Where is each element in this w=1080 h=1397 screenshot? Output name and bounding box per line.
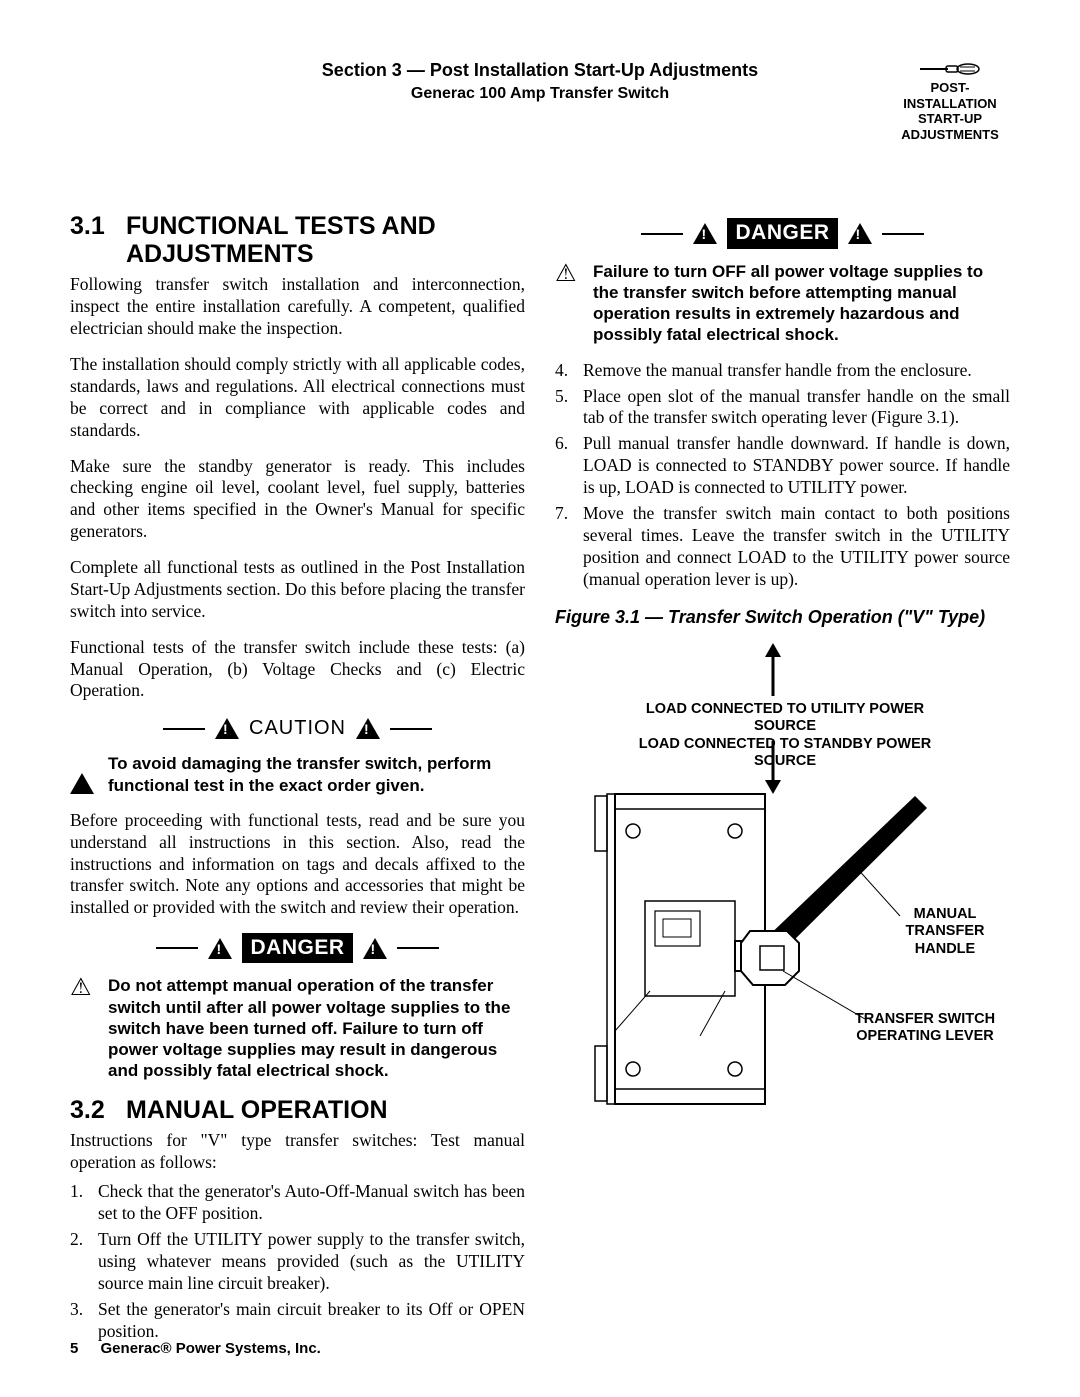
figure-label: LOAD CONNECTED TO UTILITY POWER SOURCE L… bbox=[625, 701, 945, 771]
step-item: Set the generator's main circuit breaker… bbox=[70, 1299, 525, 1343]
section-title: Section 3 — Post Installation Start-Up A… bbox=[190, 60, 890, 81]
warning-triangle-icon: ! bbox=[70, 753, 94, 794]
caution-callout: ! CAUTION ! bbox=[70, 716, 525, 741]
warning-triangle-icon: ! bbox=[215, 718, 239, 739]
danger-callout: ! DANGER ! bbox=[70, 933, 525, 963]
page-header: Section 3 — Post Installation Start-Up A… bbox=[70, 60, 1010, 142]
figure-3-1: LOAD CONNECTED TO UTILITY POWER SOURCE L… bbox=[555, 641, 1010, 1111]
warning-triangle-icon: ! bbox=[363, 938, 387, 959]
step-item: Place open slot of the manual transfer h… bbox=[555, 386, 1010, 430]
body-text: The installation should comply strictly … bbox=[70, 354, 525, 442]
screwdriver-icon bbox=[890, 60, 1010, 78]
body-text: Instructions for "V" type transfer switc… bbox=[70, 1130, 525, 1174]
step-list: Check that the generator's Auto-Off-Manu… bbox=[70, 1181, 525, 1342]
shock-hazard-icon: ⚠ bbox=[555, 262, 583, 346]
body-text: Make sure the standby generator is ready… bbox=[70, 456, 525, 544]
post-install-badge: POST- INSTALLATION START-UP ADJUSTMENTS bbox=[890, 60, 1010, 142]
body-text: Following transfer switch installation a… bbox=[70, 274, 525, 340]
step-item: Pull manual transfer handle downward. If… bbox=[555, 433, 1010, 499]
step-item: Check that the generator's Auto-Off-Manu… bbox=[70, 1181, 525, 1225]
content-columns: 3.1 FUNCTIONAL TESTS AND ADJUSTMENTS Fol… bbox=[70, 212, 1010, 1356]
step-item: Turn Off the UTILITY power supply to the… bbox=[70, 1229, 525, 1295]
caution-note: ! To avoid damaging the transfer switch,… bbox=[70, 753, 525, 796]
right-column: ! DANGER ! ⚠ Failure to turn OFF all pow… bbox=[555, 212, 1010, 1356]
body-text: Functional tests of the transfer switch … bbox=[70, 637, 525, 703]
danger-callout: ! DANGER ! bbox=[555, 218, 1010, 248]
page-number: 5 bbox=[70, 1340, 78, 1357]
company-name: Generac® Power Systems, Inc. bbox=[101, 1340, 321, 1357]
danger-note: ⚠ Do not attempt manual operation of the… bbox=[70, 975, 525, 1081]
left-column: 3.1 FUNCTIONAL TESTS AND ADJUSTMENTS Fol… bbox=[70, 212, 525, 1356]
section-3-2-heading: 3.2 MANUAL OPERATION bbox=[70, 1096, 525, 1124]
step-list: Remove the manual transfer handle from t… bbox=[555, 360, 1010, 591]
figure-label-handle: MANUAL TRANSFER HANDLE bbox=[875, 906, 1015, 958]
body-text: Before proceeding with functional tests,… bbox=[70, 810, 525, 919]
warning-triangle-icon: ! bbox=[208, 938, 232, 959]
warning-triangle-icon: ! bbox=[693, 223, 717, 244]
step-item: Remove the manual transfer handle from t… bbox=[555, 360, 1010, 382]
section-3-1-heading: 3.1 FUNCTIONAL TESTS AND ADJUSTMENTS bbox=[70, 212, 525, 268]
warning-triangle-icon: ! bbox=[356, 718, 380, 739]
shock-hazard-icon: ⚠ bbox=[70, 976, 98, 1081]
figure-caption: Figure 3.1 — Transfer Switch Operation (… bbox=[555, 606, 1010, 629]
section-subtitle: Generac 100 Amp Transfer Switch bbox=[190, 85, 890, 103]
step-item: Move the transfer switch main contact to… bbox=[555, 503, 1010, 591]
warning-triangle-icon: ! bbox=[848, 223, 872, 244]
danger-note: ⚠ Failure to turn OFF all power voltage … bbox=[555, 261, 1010, 346]
page-footer: 5 Generac® Power Systems, Inc. bbox=[70, 1340, 321, 1357]
body-text: Complete all functional tests as outline… bbox=[70, 557, 525, 623]
figure-label-lever: TRANSFER SWITCH OPERATING LEVER bbox=[840, 1011, 1010, 1046]
